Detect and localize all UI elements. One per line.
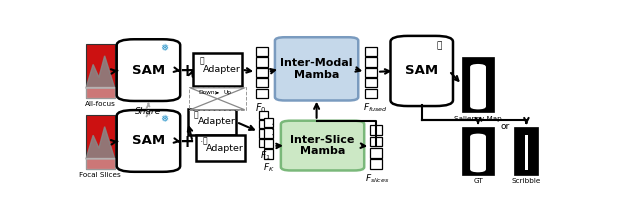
Bar	[193, 53, 242, 86]
Bar	[370, 137, 382, 147]
Text: ❅: ❅	[160, 43, 168, 53]
Text: SAM: SAM	[405, 64, 438, 78]
FancyBboxPatch shape	[116, 110, 180, 172]
Bar	[256, 57, 268, 67]
Bar	[259, 120, 269, 128]
Text: $F_0$: $F_0$	[255, 101, 266, 115]
Bar	[365, 47, 377, 56]
Text: Up: Up	[224, 90, 232, 95]
FancyBboxPatch shape	[281, 121, 364, 170]
Polygon shape	[190, 88, 244, 99]
Bar	[264, 118, 273, 127]
Text: $F_K$: $F_K$	[262, 161, 275, 174]
Text: +: +	[179, 62, 194, 80]
Polygon shape	[86, 127, 115, 159]
Bar	[462, 127, 494, 175]
Bar	[188, 109, 236, 135]
Text: $F_1$: $F_1$	[260, 149, 270, 162]
Text: $F_{fused}$: $F_{fused}$	[363, 101, 387, 114]
Bar	[86, 115, 115, 169]
Text: +: +	[179, 133, 194, 151]
Bar	[370, 148, 382, 158]
Bar	[259, 111, 269, 119]
Bar	[256, 47, 268, 56]
Text: Inter-Slice
Mamba: Inter-Slice Mamba	[291, 135, 355, 156]
Text: 🔥: 🔥	[194, 110, 198, 119]
Text: Inter-Modal
Mamba: Inter-Modal Mamba	[280, 58, 353, 80]
Text: SAM: SAM	[132, 64, 165, 77]
Bar	[259, 129, 269, 138]
Text: Adapter: Adapter	[198, 117, 236, 127]
Text: · · ·: · · ·	[271, 122, 280, 135]
Text: or: or	[501, 122, 510, 131]
Bar	[462, 57, 494, 112]
Text: · · ·: · · ·	[190, 138, 204, 147]
Bar	[515, 127, 538, 175]
Polygon shape	[86, 56, 115, 88]
Text: ❅: ❅	[160, 113, 168, 124]
Text: Adapter: Adapter	[206, 144, 244, 153]
Bar	[525, 134, 528, 170]
Text: $F_{slices}$: $F_{slices}$	[365, 173, 389, 185]
FancyBboxPatch shape	[116, 39, 180, 101]
Bar	[196, 135, 244, 161]
Text: All-focus: All-focus	[85, 101, 116, 107]
Text: Saliency Map: Saliency Map	[454, 116, 502, 122]
Bar	[370, 125, 382, 135]
FancyBboxPatch shape	[470, 64, 486, 110]
Text: Focal Slices: Focal Slices	[79, 172, 121, 178]
Bar	[365, 89, 377, 98]
Bar	[365, 68, 377, 77]
Bar	[256, 89, 268, 98]
Bar	[264, 128, 273, 138]
Text: Scribble: Scribble	[512, 178, 541, 184]
FancyBboxPatch shape	[390, 36, 453, 106]
Text: Adapter: Adapter	[204, 65, 241, 74]
Text: GT: GT	[473, 178, 483, 184]
Text: 🔥: 🔥	[202, 136, 207, 145]
Bar	[370, 159, 382, 169]
FancyBboxPatch shape	[470, 134, 486, 172]
Text: 🔥: 🔥	[200, 56, 204, 65]
Text: 🔥: 🔥	[436, 41, 442, 50]
Text: SAM: SAM	[132, 134, 165, 147]
FancyBboxPatch shape	[275, 37, 358, 101]
Bar	[259, 139, 269, 147]
Bar	[86, 44, 115, 98]
Bar	[264, 139, 273, 148]
Polygon shape	[190, 99, 244, 110]
Bar	[256, 68, 268, 77]
Bar	[189, 87, 246, 110]
Bar	[264, 149, 273, 159]
Bar	[256, 78, 268, 88]
Text: Share: Share	[135, 107, 161, 116]
Bar	[365, 78, 377, 88]
Bar	[365, 57, 377, 67]
Text: Down: Down	[199, 90, 215, 95]
Polygon shape	[86, 87, 115, 98]
Polygon shape	[86, 158, 115, 169]
